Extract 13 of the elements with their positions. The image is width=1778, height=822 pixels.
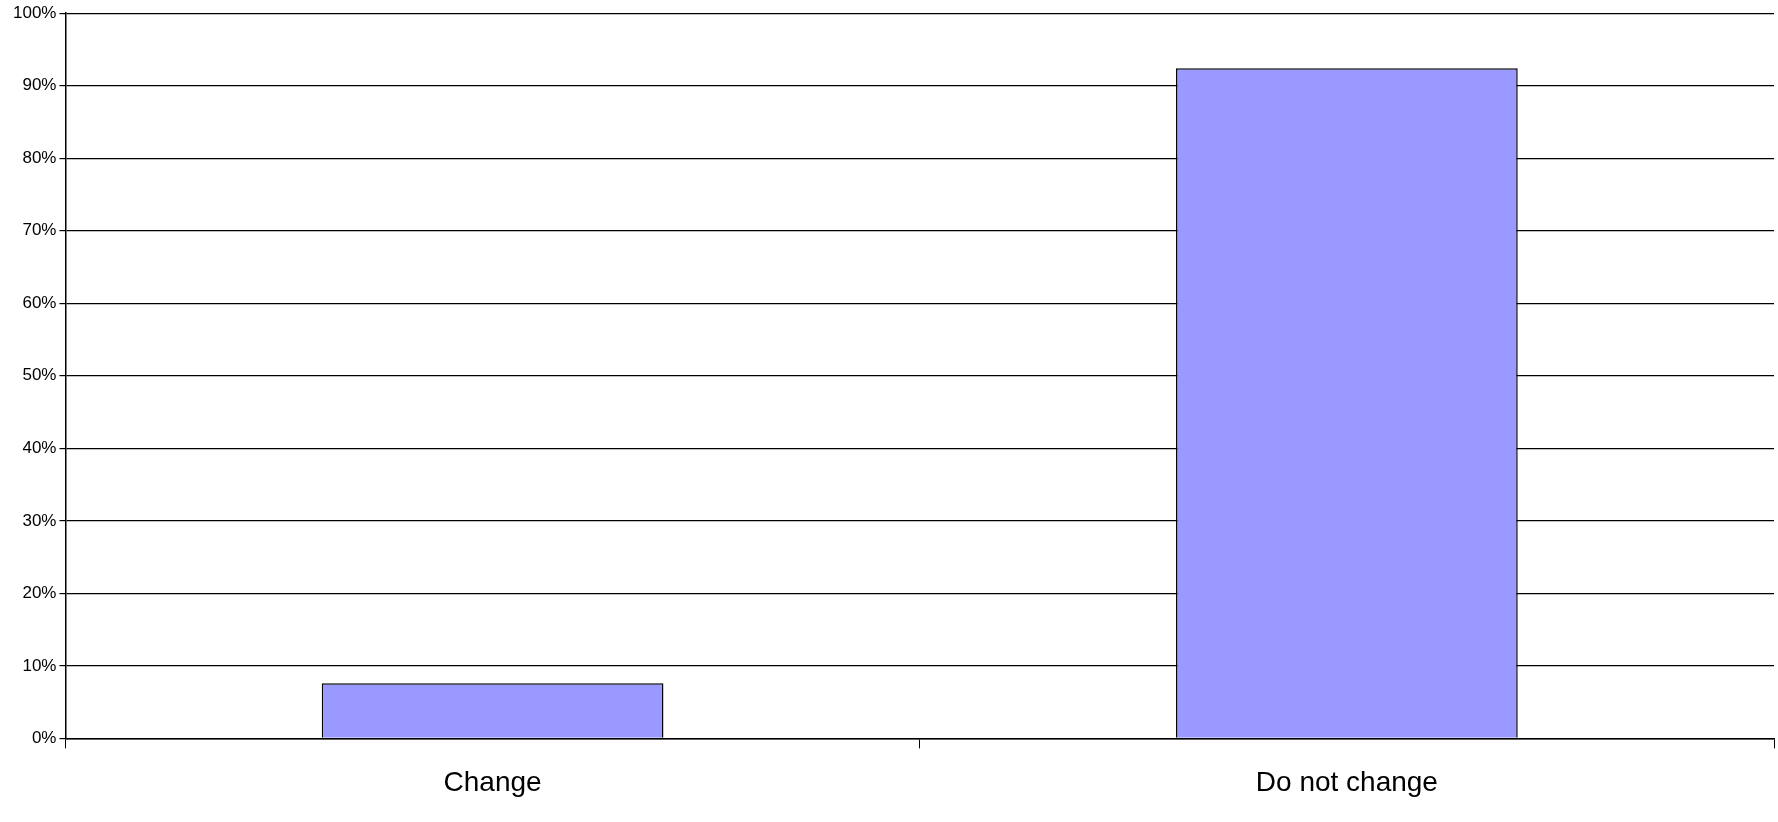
x-tick-label: Change [443, 765, 542, 797]
y-tick-label: 0% [31, 728, 57, 748]
y-tick-label: 70% [22, 220, 57, 240]
y-tick-label: 60% [22, 292, 57, 312]
y-tick-label: 90% [22, 75, 57, 95]
y-tick-label: 10% [22, 655, 57, 675]
y-tick-label: 50% [22, 365, 57, 385]
x-tick-label: Do not change [1255, 765, 1438, 797]
y-tick-label: 100% [13, 2, 57, 22]
y-tick-label: 40% [22, 438, 57, 458]
y-tick-label: 80% [22, 147, 57, 167]
y-tick-label: 30% [22, 510, 57, 530]
y-tick-label: 20% [22, 583, 57, 603]
